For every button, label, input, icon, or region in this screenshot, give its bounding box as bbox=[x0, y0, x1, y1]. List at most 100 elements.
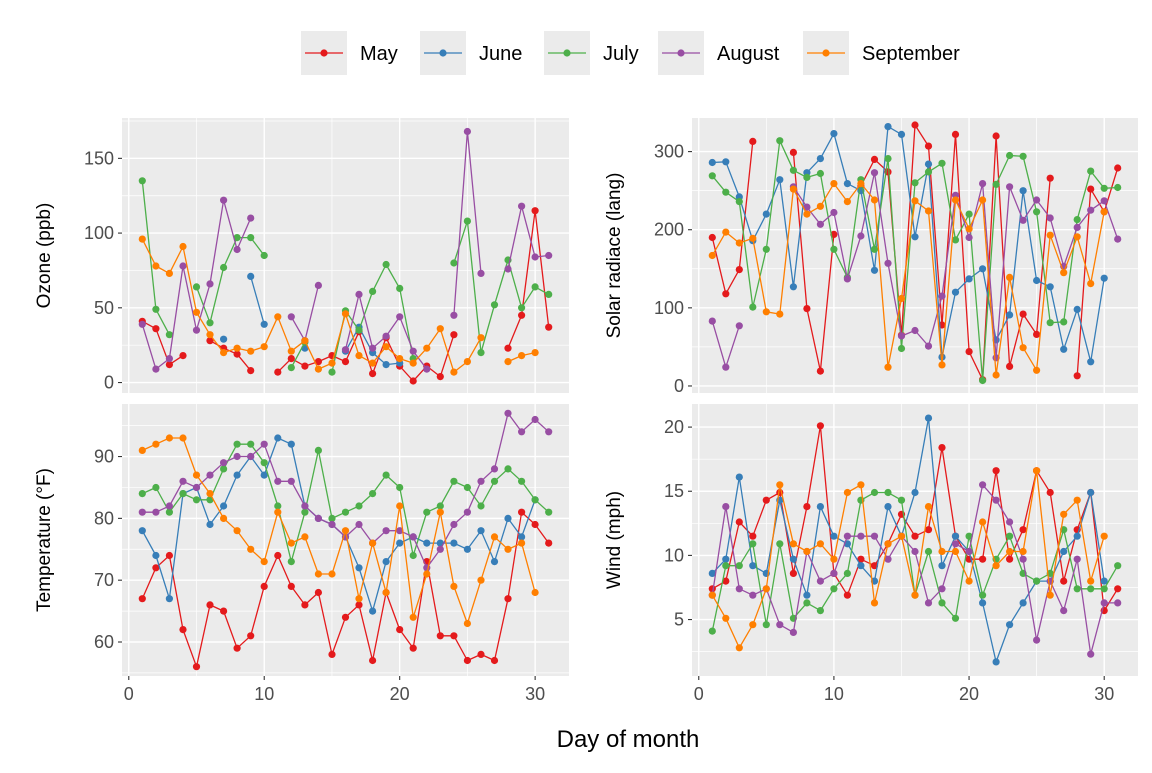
data-point bbox=[830, 245, 838, 253]
data-point bbox=[979, 518, 987, 526]
legend-label: May bbox=[360, 43, 398, 65]
data-point bbox=[735, 266, 743, 274]
series-line bbox=[195, 236, 265, 324]
data-point bbox=[192, 308, 201, 316]
data-point bbox=[450, 539, 458, 547]
data-point bbox=[789, 628, 798, 637]
panel-temp: 60 70 80 90 Temperature (°F) 0 10 20 30 bbox=[34, 404, 569, 704]
data-point bbox=[979, 196, 987, 204]
data-point bbox=[477, 269, 485, 277]
data-point bbox=[409, 551, 417, 560]
data-point bbox=[396, 527, 404, 535]
data-point bbox=[951, 540, 960, 548]
data-point bbox=[911, 591, 919, 599]
data-point bbox=[1087, 185, 1095, 193]
data-point bbox=[233, 350, 241, 358]
data-point bbox=[247, 632, 255, 640]
data-point bbox=[355, 326, 363, 334]
data-point bbox=[735, 644, 743, 652]
data-point bbox=[165, 508, 173, 516]
panel-ozone: 0 50 100 150 Ozone (ppb) bbox=[34, 118, 569, 393]
data-point bbox=[450, 632, 458, 640]
data-point bbox=[1006, 518, 1014, 526]
data-point bbox=[857, 562, 865, 570]
data-point bbox=[762, 308, 770, 316]
data-point bbox=[1073, 216, 1081, 224]
x-tick-label: 0 bbox=[694, 684, 704, 704]
data-point bbox=[220, 196, 228, 204]
data-point bbox=[722, 577, 730, 585]
legend-label: June bbox=[479, 43, 522, 65]
data-point bbox=[816, 220, 825, 228]
data-point bbox=[531, 207, 539, 215]
data-point bbox=[1087, 650, 1095, 658]
data-point bbox=[328, 520, 336, 529]
data-point bbox=[776, 481, 784, 489]
panel-solar: 0 100 200 300 Solar radiace (lang) bbox=[604, 118, 1138, 396]
data-point bbox=[152, 262, 160, 270]
data-point bbox=[749, 303, 757, 311]
data-point bbox=[287, 558, 295, 566]
data-point bbox=[355, 601, 363, 609]
data-point bbox=[951, 532, 960, 540]
data-point bbox=[979, 180, 987, 188]
data-point bbox=[504, 265, 512, 273]
data-point bbox=[220, 514, 228, 523]
data-point bbox=[518, 304, 526, 312]
data-point bbox=[924, 599, 933, 607]
data-point bbox=[735, 473, 743, 481]
data-point bbox=[979, 599, 987, 607]
data-point bbox=[816, 540, 825, 548]
data-point bbox=[206, 319, 214, 327]
data-point bbox=[545, 290, 553, 298]
data-point bbox=[1019, 547, 1027, 556]
data-point bbox=[152, 440, 160, 448]
data-point bbox=[1019, 599, 1027, 607]
data-point bbox=[206, 520, 214, 529]
data-point bbox=[463, 545, 471, 553]
data-point bbox=[450, 477, 458, 485]
data-point bbox=[1033, 366, 1041, 374]
data-point bbox=[1073, 223, 1081, 231]
data-point bbox=[816, 367, 825, 375]
data-point bbox=[708, 317, 716, 325]
data-point bbox=[260, 320, 268, 328]
x-axis-title: Day of month bbox=[557, 726, 700, 753]
data-point bbox=[274, 551, 282, 560]
data-point bbox=[722, 158, 730, 166]
data-point bbox=[1073, 372, 1081, 380]
data-point bbox=[1046, 591, 1054, 599]
data-point bbox=[450, 259, 458, 267]
data-point bbox=[776, 137, 784, 145]
y-tick-label: 50 bbox=[94, 298, 114, 318]
data-point bbox=[1046, 319, 1054, 327]
data-point bbox=[816, 577, 825, 585]
data-point bbox=[938, 585, 946, 593]
series-september bbox=[138, 235, 539, 376]
data-point bbox=[247, 545, 255, 553]
data-point bbox=[233, 452, 241, 461]
data-point bbox=[708, 251, 716, 260]
data-point bbox=[396, 313, 404, 321]
data-point bbox=[1100, 599, 1108, 607]
series-line bbox=[507, 210, 550, 349]
data-point bbox=[436, 325, 444, 333]
data-point bbox=[287, 477, 295, 485]
data-point bbox=[355, 352, 363, 360]
data-point bbox=[938, 292, 946, 300]
series-july bbox=[138, 177, 553, 376]
data-point bbox=[965, 348, 973, 356]
data-point bbox=[301, 362, 309, 370]
data-point bbox=[247, 452, 255, 461]
data-point bbox=[1087, 280, 1095, 288]
x-tick-label: 30 bbox=[525, 684, 545, 704]
data-point bbox=[165, 595, 173, 603]
data-point bbox=[518, 428, 526, 436]
series-september bbox=[708, 180, 1108, 379]
data-point bbox=[857, 555, 865, 563]
data-point bbox=[789, 569, 798, 578]
data-point bbox=[382, 558, 390, 566]
data-point bbox=[341, 527, 350, 535]
data-point bbox=[545, 428, 553, 436]
data-point bbox=[260, 440, 268, 448]
